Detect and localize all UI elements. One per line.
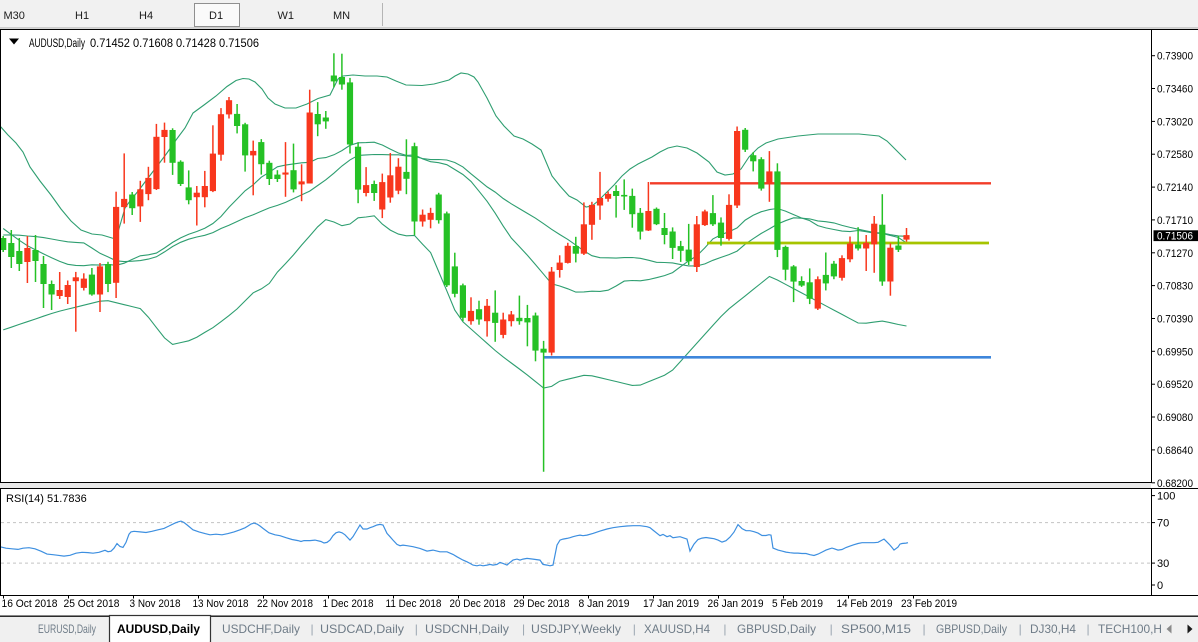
svg-text:0.72140: 0.72140 bbox=[1157, 182, 1193, 194]
svg-text:USDCHF,Daily: USDCHF,Daily bbox=[222, 622, 300, 636]
svg-text:GBPUSD,Daily: GBPUSD,Daily bbox=[737, 622, 816, 636]
svg-text:USDJPY,Weekly: USDJPY,Weekly bbox=[531, 622, 621, 636]
svg-text:H1: H1 bbox=[75, 10, 89, 22]
svg-text:|: | bbox=[830, 622, 833, 636]
svg-text:GBPUSD,Daily: GBPUSD,Daily bbox=[936, 622, 1007, 636]
svg-text:W1: W1 bbox=[278, 10, 295, 22]
svg-text:USDCNH,Daily: USDCNH,Daily bbox=[425, 622, 509, 636]
svg-text:14 Feb 2019: 14 Feb 2019 bbox=[837, 598, 893, 610]
svg-text:70: 70 bbox=[1157, 518, 1169, 530]
svg-text:D1: D1 bbox=[209, 10, 223, 22]
svg-text:|: | bbox=[723, 622, 726, 636]
svg-text:0: 0 bbox=[1157, 580, 1163, 592]
svg-text:TECH100,H: TECH100,H bbox=[1098, 622, 1162, 636]
svg-text:0.71270: 0.71270 bbox=[1157, 248, 1193, 260]
svg-text:100: 100 bbox=[1157, 491, 1175, 503]
svg-text:|: | bbox=[633, 622, 636, 636]
svg-text:0.72580: 0.72580 bbox=[1157, 149, 1193, 161]
svg-text:3 Nov 2018: 3 Nov 2018 bbox=[130, 598, 181, 610]
svg-text:22 Nov 2018: 22 Nov 2018 bbox=[257, 598, 313, 610]
svg-text:AUDUSD,Daily: AUDUSD,Daily bbox=[117, 622, 200, 636]
svg-text:DJ30,H4: DJ30,H4 bbox=[1030, 622, 1076, 636]
svg-text:16 Oct 2018: 16 Oct 2018 bbox=[2, 598, 58, 610]
svg-text:0.73460: 0.73460 bbox=[1157, 84, 1193, 96]
svg-text:0.70830: 0.70830 bbox=[1157, 281, 1193, 293]
svg-text:25 Oct 2018: 25 Oct 2018 bbox=[64, 598, 120, 610]
svg-text:0.71506: 0.71506 bbox=[1157, 231, 1193, 243]
svg-text:13 Nov 2018: 13 Nov 2018 bbox=[193, 598, 249, 610]
svg-text:0.71710: 0.71710 bbox=[1157, 215, 1193, 227]
svg-text:RSI(14) 51.7836: RSI(14) 51.7836 bbox=[6, 493, 87, 505]
svg-text:EURUSD,Daily: EURUSD,Daily bbox=[38, 622, 96, 636]
svg-text:MN: MN bbox=[333, 10, 350, 22]
svg-text:|: | bbox=[1087, 622, 1090, 636]
svg-text:5 Feb 2019: 5 Feb 2019 bbox=[772, 598, 823, 610]
svg-text:23 Feb 2019: 23 Feb 2019 bbox=[901, 598, 957, 610]
svg-text:17 Jan 2019: 17 Jan 2019 bbox=[643, 598, 699, 610]
svg-text:0.68200: 0.68200 bbox=[1157, 478, 1193, 490]
svg-text:H4: H4 bbox=[139, 10, 153, 22]
svg-text:0.69080: 0.69080 bbox=[1157, 412, 1193, 424]
svg-text:1 Dec 2018: 1 Dec 2018 bbox=[323, 598, 374, 610]
svg-text:20 Dec 2018: 20 Dec 2018 bbox=[450, 598, 506, 610]
svg-text:0.69520: 0.69520 bbox=[1157, 379, 1193, 391]
svg-text:|: | bbox=[311, 622, 314, 636]
svg-text:AUDUSD,Daily: AUDUSD,Daily bbox=[29, 38, 85, 50]
svg-text:8 Jan 2019: 8 Jan 2019 bbox=[579, 598, 630, 610]
svg-text:|: | bbox=[1019, 622, 1022, 636]
svg-text:30: 30 bbox=[1157, 558, 1169, 570]
svg-text:|: | bbox=[923, 622, 926, 636]
svg-text:11 Dec 2018: 11 Dec 2018 bbox=[386, 598, 442, 610]
svg-text:0.71452 0.71608 0.71428 0.7150: 0.71452 0.71608 0.71428 0.71506 bbox=[90, 38, 259, 50]
svg-text:M30: M30 bbox=[4, 10, 25, 22]
svg-text:XAUUSD,H4: XAUUSD,H4 bbox=[644, 622, 710, 636]
svg-text:26 Jan 2019: 26 Jan 2019 bbox=[708, 598, 764, 610]
svg-text:|: | bbox=[415, 622, 418, 636]
svg-text:0.70390: 0.70390 bbox=[1157, 314, 1193, 326]
svg-text:SP500,M15: SP500,M15 bbox=[841, 622, 911, 636]
svg-text:|: | bbox=[522, 622, 525, 636]
svg-text:0.73020: 0.73020 bbox=[1157, 116, 1193, 128]
svg-text:USDCAD,Daily: USDCAD,Daily bbox=[320, 622, 404, 636]
svg-text:0.69950: 0.69950 bbox=[1157, 346, 1193, 358]
svg-text:0.73900: 0.73900 bbox=[1157, 51, 1193, 63]
svg-text:29 Dec 2018: 29 Dec 2018 bbox=[514, 598, 570, 610]
svg-text:0.68640: 0.68640 bbox=[1157, 445, 1193, 457]
